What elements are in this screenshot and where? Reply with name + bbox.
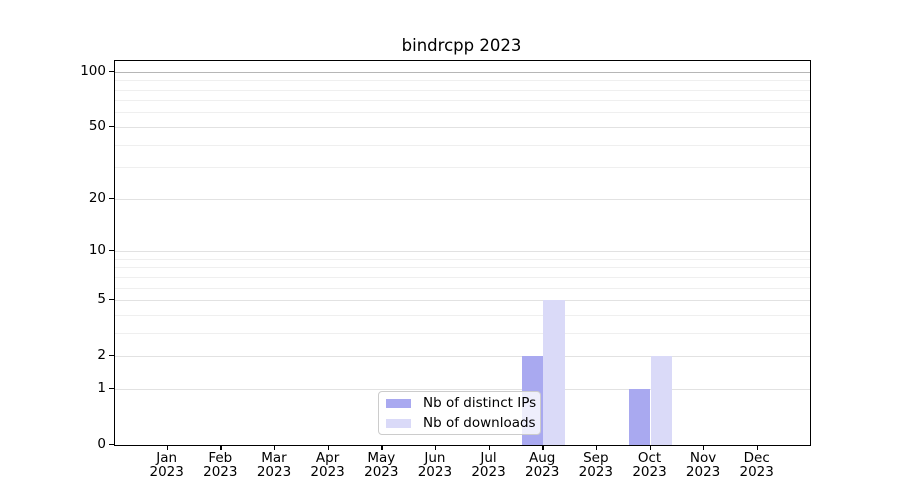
y-gridline-minor — [115, 80, 810, 82]
y-gridline-minor — [115, 287, 810, 289]
y-gridline-minor — [115, 89, 810, 91]
y-tick-label: 100 — [80, 62, 106, 79]
chart-title: bindrcpp 2023 — [401, 36, 522, 55]
x-tick-mark — [703, 445, 705, 450]
x-tick-mark — [595, 445, 598, 450]
y-tick-label: 10 — [88, 242, 106, 258]
x-tick-mark — [220, 445, 222, 450]
y-gridline-major — [115, 388, 810, 390]
x-tick-label: Apr 2023 — [310, 450, 345, 480]
bar — [650, 356, 672, 445]
x-tick-label: Jan 2023 — [149, 450, 184, 480]
y-tick-label: 5 — [97, 291, 106, 307]
x-tick-mark — [434, 445, 437, 450]
legend-swatch-distinct-ips — [386, 398, 411, 408]
y-tick-mark — [109, 444, 114, 446]
x-tick-label: Feb 2023 — [203, 450, 238, 480]
y-gridline-minor — [115, 167, 810, 169]
y-gridline-major — [115, 126, 810, 128]
y-tick-label: 1 — [97, 379, 106, 396]
x-tick-mark — [649, 445, 651, 450]
y-gridline-minor — [115, 267, 810, 269]
x-tick-label: Dec 2023 — [739, 450, 774, 480]
y-tick-mark — [109, 197, 114, 200]
plot-area: Nb of distinct IPs Nb of downloads — [114, 60, 811, 446]
x-tick-mark — [166, 445, 169, 450]
y-tick-mark — [109, 250, 114, 252]
x-tick-label: Nov 2023 — [685, 450, 721, 480]
y-gridline-major — [115, 71, 810, 73]
x-tick-mark — [488, 445, 490, 450]
y-tick-label: 2 — [97, 347, 106, 364]
y-gridline-minor — [115, 314, 810, 316]
y-gridline-minor — [115, 144, 810, 146]
y-tick-mark — [109, 125, 114, 128]
x-tick-mark — [756, 445, 759, 450]
legend-label-distinct-ips: Nb of distinct IPs — [423, 395, 537, 411]
legend-label-downloads: Nb of downloads — [423, 415, 536, 431]
y-tick-mark — [109, 387, 114, 390]
y-tick-mark — [109, 355, 114, 357]
y-gridline-minor — [115, 258, 810, 260]
y-tick-label: 50 — [88, 117, 106, 134]
x-tick-label: Aug 2023 — [525, 450, 560, 480]
x-tick-label: Oct 2023 — [632, 450, 667, 480]
bar — [543, 300, 565, 445]
y-tick-label: 20 — [88, 189, 106, 206]
legend-item-downloads: Nb of downloads — [386, 415, 536, 431]
x-tick-mark — [542, 445, 544, 450]
y-gridline-major — [115, 198, 810, 200]
x-tick-label: Jun 2023 — [417, 450, 453, 480]
y-tick-mark — [109, 299, 114, 301]
y-gridline-minor — [115, 100, 810, 102]
x-tick-label: Mar 2023 — [256, 450, 292, 480]
y-tick-label: 0 — [97, 436, 106, 452]
y-gridline-major — [115, 356, 810, 358]
bar — [629, 388, 651, 445]
x-tick-label: Sep 2023 — [578, 450, 613, 480]
y-gridline-minor — [115, 332, 810, 334]
y-gridline-minor — [115, 112, 810, 114]
y-gridline-major — [115, 251, 810, 252]
legend: Nb of distinct IPs Nb of downloads — [378, 391, 541, 435]
legend-swatch-downloads — [386, 418, 411, 428]
y-gridline-minor — [115, 276, 810, 278]
x-tick-mark — [327, 445, 329, 450]
x-tick-label: Jul 2023 — [471, 450, 506, 480]
x-tick-mark — [274, 445, 276, 450]
x-tick-mark — [381, 445, 383, 450]
legend-item-distinct-ips: Nb of distinct IPs — [386, 395, 537, 411]
x-tick-label: May 2023 — [364, 450, 399, 480]
y-gridline-major — [115, 300, 810, 301]
y-tick-mark — [109, 70, 114, 72]
